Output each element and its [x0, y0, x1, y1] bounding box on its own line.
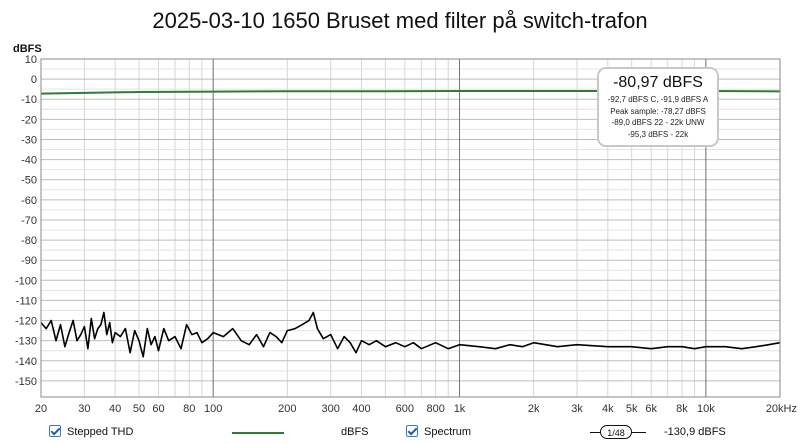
y-tick-label: -140 — [15, 356, 37, 368]
x-tick-label: 200 — [278, 403, 296, 415]
info-unweighted: -89,0 dBFS 22 - 22k UNW — [611, 118, 705, 127]
info-peak-sample: Peak sample: -78,27 dBFS — [610, 106, 706, 116]
y-tick-label: -80 — [21, 235, 37, 247]
x-tick-label: 600 — [396, 403, 414, 415]
stepped-thd-label: Stepped THD — [67, 426, 134, 438]
y-tick-label: -40 — [21, 155, 37, 167]
info-main-value: -80,97 dBFS — [613, 74, 703, 91]
x-tick-label: 100 — [204, 403, 222, 415]
x-tick-label: 10k — [697, 403, 715, 415]
x-tick-label: 40 — [109, 403, 121, 415]
y-tick-label: -20 — [21, 114, 37, 126]
y-tick-label: -60 — [21, 195, 37, 207]
x-tick-label: 8k — [676, 403, 688, 415]
y-tick-label: -100 — [15, 275, 37, 287]
x-tick-label: 20 — [35, 403, 47, 415]
smoothing-selector[interactable]: 1/48 — [590, 424, 646, 442]
x-tick-label: 6k — [645, 403, 657, 415]
y-tick-label: -50 — [21, 175, 37, 187]
dbfs-line-swatch — [232, 432, 284, 434]
x-tick-label: 5k — [626, 403, 638, 415]
y-tick-label: 10 — [25, 54, 37, 66]
y-tick-label: -10 — [21, 94, 37, 106]
y-tick-label: -150 — [15, 376, 37, 388]
y-tick-label: -30 — [21, 134, 37, 146]
y-tick-label: -90 — [21, 255, 37, 267]
x-tick-label: 4k — [602, 403, 614, 415]
y-tick-label: -110 — [16, 295, 37, 307]
y-axis-label: dBFS — [13, 43, 42, 55]
y-tick-label: -70 — [21, 215, 37, 227]
y-tick-label: 0 — [31, 74, 37, 86]
x-tick-label: 80 — [183, 403, 195, 415]
x-tick-labels: 20 30 40 50 60 80 100 200 300 400 600 800 1k 2k 3k 4k 5k… — [35, 403, 797, 415]
cursor-readout: -130,9 dBFS — [664, 426, 726, 438]
spectrum-series-line — [40, 311, 781, 358]
info-weighted-levels: -92,7 dBFS C, -91,9 dBFS A — [607, 95, 709, 104]
y-tick-labels: 10 0 -10 -20 -30 -40 -50 -60 -70 -80 -90 -100 -110 -1… — [15, 54, 37, 388]
x-tick-label: 800 — [426, 403, 444, 415]
measurement-info-box[interactable]: -80,97 dBFS -92,7 dBFS C, -91,9 dBFS A P… — [597, 67, 719, 147]
x-tick-label: 2k — [528, 403, 540, 415]
smoothing-label: 1/48 — [600, 425, 632, 439]
plot-border — [40, 58, 781, 398]
stepped-thd-checkbox[interactable] — [49, 425, 61, 437]
x-tick-label: 400 — [352, 403, 370, 415]
x-tick-label: 60 — [152, 403, 164, 415]
spectrum-checkbox[interactable] — [406, 425, 418, 437]
legend-bar: Stepped THD dBFS Spectrum 1/48 -130,9 dB… — [0, 423, 800, 443]
dbfs-legend-label: dBFS — [341, 426, 369, 438]
x-tick-label: 30 — [78, 403, 90, 415]
x-tick-label: 50 — [133, 403, 145, 415]
y-tick-label: -130 — [15, 336, 37, 348]
y-tick-label: -120 — [15, 316, 37, 328]
x-tick-label: 300 — [322, 403, 340, 415]
x-tick-label: 1k — [454, 403, 466, 415]
x-tick-label: 20kHz — [766, 403, 797, 415]
chart-title: 2025-03-10 1650 Bruset med filter på swi… — [152, 8, 648, 33]
info-bandlimited: -95,3 dBFS - 22k — [627, 129, 689, 139]
x-tick-label: 3k — [571, 403, 583, 415]
spectrum-label: Spectrum — [424, 426, 472, 438]
